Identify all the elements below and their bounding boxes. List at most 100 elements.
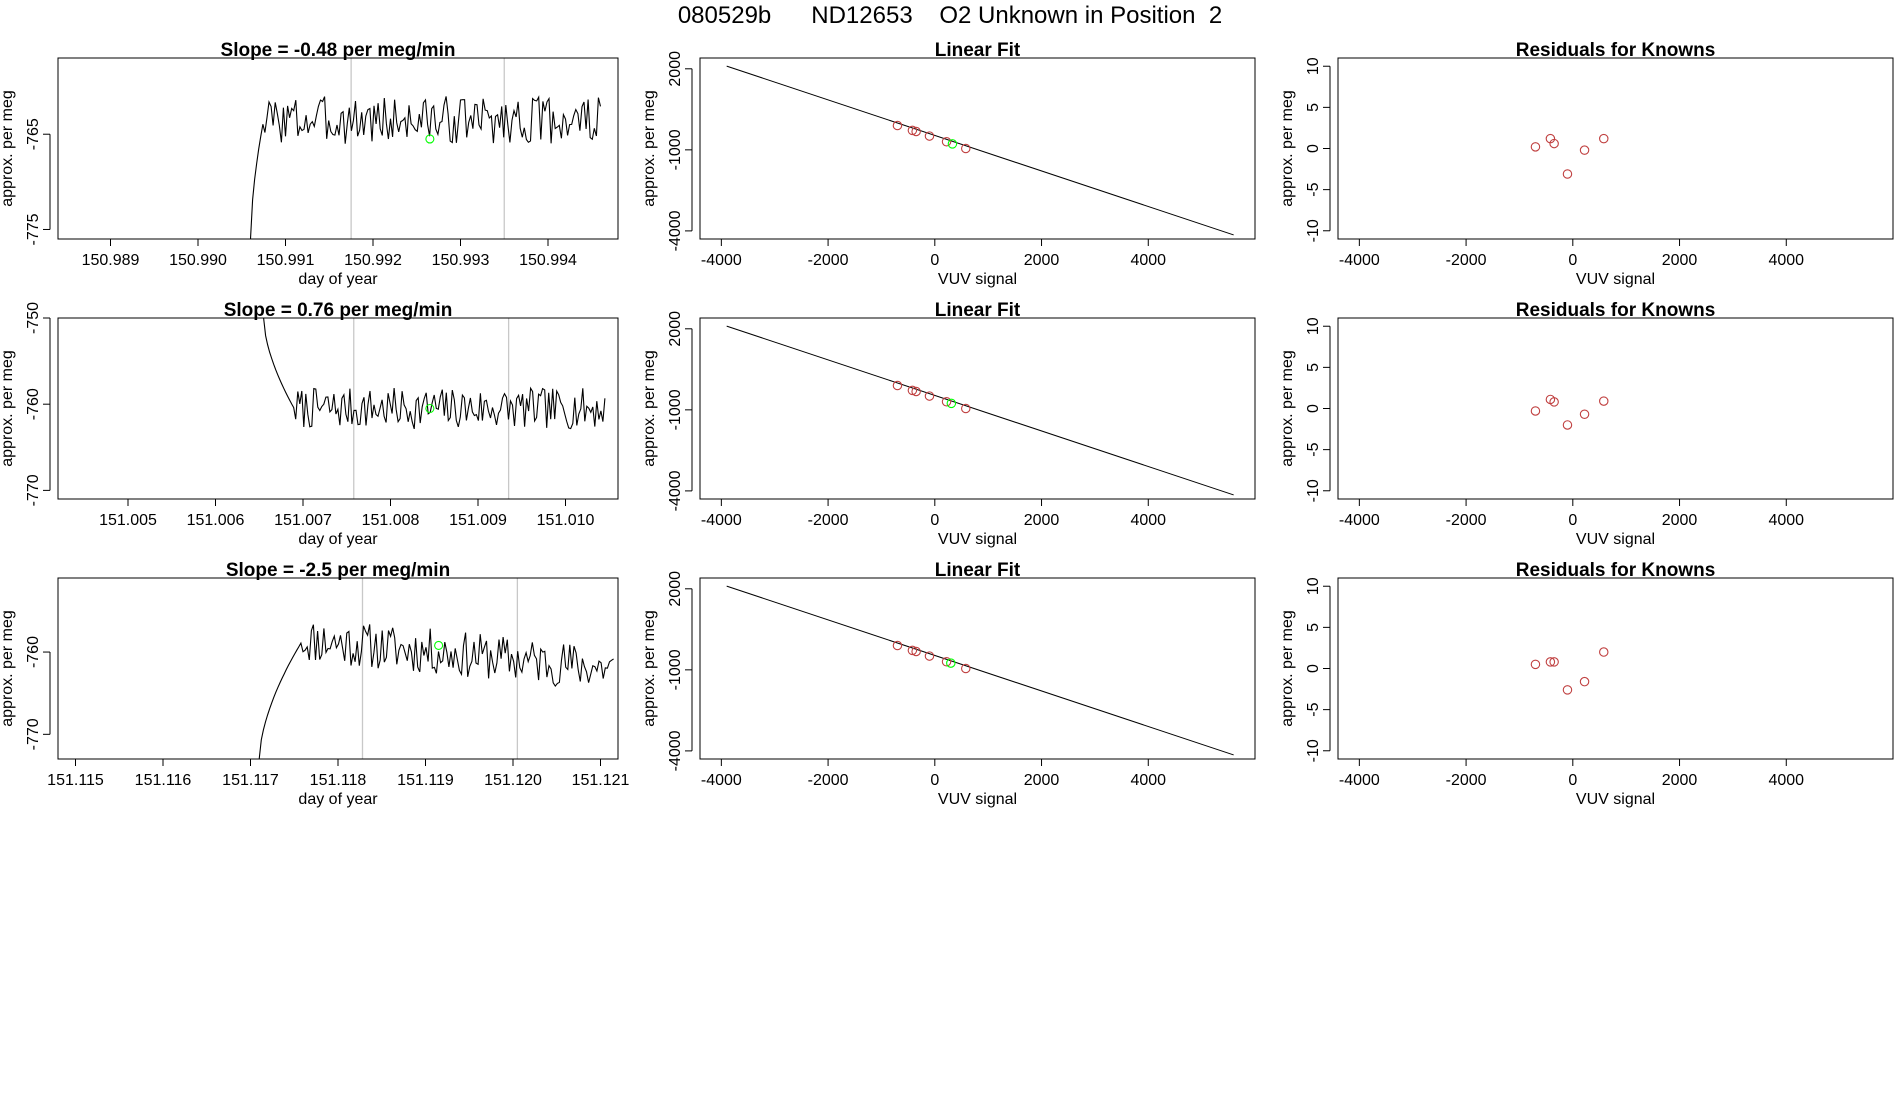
linear-fit-3-y-tick-label-1: -1000 [667, 649, 684, 690]
residuals-3-x-tick-label-0: -4000 [1339, 772, 1380, 789]
time-series-1-marker [425, 134, 435, 144]
linear-fit-1-y-tick-label-1: -1000 [667, 129, 684, 170]
residuals-1-x-tick-label-4: 4000 [1768, 252, 1804, 269]
time-series-1-x-tick-label-2: 150.991 [257, 252, 315, 269]
linear-fit-1-x-tick-label-1: -2000 [808, 252, 849, 269]
linear-fit-2-point-2 [911, 386, 921, 397]
time-series-3-x-tick-label-5: 151.120 [484, 772, 542, 789]
time-series-3-x-label: day of year [298, 791, 378, 808]
linear-fit-2-y-tick-label-1: -1000 [667, 389, 684, 430]
linear-fit-2-x-label: VUV signal [938, 531, 1017, 548]
residuals-1-x-tick-label-1: -2000 [1446, 252, 1487, 269]
linear-fit-2-point-3 [924, 391, 935, 401]
linear-fit-3-point-0 [892, 640, 903, 651]
linear-fit-1-point-5 [961, 143, 971, 154]
linear-fit-3-x-tick-label-1: -2000 [808, 772, 849, 789]
residuals-1-y-tick-label-2: 0 [1305, 144, 1322, 153]
linear-fit-1-point-0 [892, 120, 903, 131]
residuals-2-x-tick-label-2: 0 [1568, 512, 1577, 529]
linear-fit-3-point-4 [941, 656, 952, 667]
residuals-1-y-tick-label-0: 10 [1305, 57, 1322, 75]
time-series-2-y-tick-label-0: -750 [25, 302, 42, 334]
time-series-2-x-tick-label-2: 151.007 [274, 512, 332, 529]
linear-fit-2-point-1 [907, 385, 918, 396]
time-series-3-x-tick-label-0: 151.115 [47, 772, 104, 789]
residuals-3-x-tick-label-2: 0 [1568, 772, 1577, 789]
linear-fit-3-title: Linear Fit [935, 560, 1021, 581]
time-series-3-x-tick-label-3: 151.118 [310, 772, 367, 789]
residuals-2-title: Residuals for Knowns [1516, 300, 1716, 321]
linear-fit-3-x-tick-label-4: 4000 [1130, 772, 1166, 789]
residuals-1-point-5 [1599, 133, 1609, 144]
linear-fit-3-x-tick-label-0: -4000 [701, 772, 742, 789]
linear-fit-3-y-tick-label-0: 2000 [667, 571, 684, 607]
linear-fit-2-y-tick-label-2: -4000 [667, 470, 684, 511]
time-series-2-y-tick-label-1: -760 [25, 388, 42, 420]
linear-fit-2-x-tick-label-0: -4000 [701, 512, 742, 529]
residuals-2-point-0 [1530, 406, 1541, 416]
residuals-3-y-tick-label-3: -5 [1305, 702, 1322, 716]
linear-fit-1-point-3 [924, 131, 935, 141]
time-series-3-x-tick-label-4: 151.119 [397, 772, 454, 789]
residuals-2-point-3 [1562, 420, 1573, 430]
linear-fit-2-fit-line [726, 325, 1234, 496]
linear-fit-1-point-2 [911, 126, 921, 137]
time-series-1-x-tick-label-0: 150.989 [82, 252, 140, 269]
residuals-2-y-tick-label-1: 5 [1305, 363, 1322, 372]
linear-fit-2-y-tick-label-0: 2000 [667, 311, 684, 347]
residuals-2-x-tick-label-1: -2000 [1446, 512, 1487, 529]
time-series-2-y-label: approx. per meg [0, 350, 16, 467]
linear-fit-1-x-tick-label-4: 4000 [1130, 252, 1166, 269]
residuals-3-y-label: approx. per meg [1279, 610, 1296, 727]
time-series-2-x-tick-label-3: 151.008 [362, 512, 420, 529]
residuals-1-title: Residuals for Knowns [1516, 40, 1716, 61]
linear-fit-2-x-tick-label-2: 0 [930, 512, 939, 529]
time-series-1-x-tick-label-5: 150.994 [519, 252, 577, 269]
residuals-1-x-tick-label-3: 2000 [1662, 252, 1698, 269]
time-series-3-x-tick-label-1: 151.116 [135, 772, 192, 789]
linear-fit-2-point-6 [946, 398, 957, 409]
residuals-1-x-label: VUV signal [1576, 271, 1655, 288]
linear-fit-2-point-5 [961, 403, 971, 414]
time-series-1-trace-line [249, 95, 602, 240]
linear-fit-3-point-1 [907, 645, 918, 656]
time-series-2-x-label: day of year [298, 531, 378, 548]
residuals-1-point-3 [1562, 169, 1573, 179]
residuals-1-point-2 [1549, 138, 1559, 149]
time-series-1-x-tick-label-1: 150.990 [169, 252, 227, 269]
linear-fit-1-y-tick-label-2: -4000 [667, 210, 684, 251]
linear-fit-1-title: Linear Fit [935, 40, 1021, 61]
time-series-2-y-tick-label-2: -770 [25, 474, 42, 506]
time-series-1-x-label: day of year [298, 271, 378, 288]
residuals-2-y-tick-label-3: -5 [1305, 442, 1322, 456]
residuals-1-y-tick-label-3: -5 [1305, 182, 1322, 196]
time-series-3-y-tick-label-0: -760 [25, 636, 42, 668]
linear-fit-3-y-label: approx. per meg [641, 610, 658, 727]
linear-fit-2-x-tick-label-3: 2000 [1024, 512, 1060, 529]
residuals-3-x-tick-label-4: 4000 [1768, 772, 1804, 789]
figure-title: 080529b ND12653 O2 Unknown in Position 2 [677, 2, 1223, 29]
residuals-3-y-tick-label-4: -10 [1305, 739, 1322, 762]
residuals-2-point-5 [1599, 396, 1609, 406]
time-series-2-trace-line [263, 317, 606, 430]
linear-fit-2-point-0 [892, 380, 903, 391]
linear-fit-3-x-tick-label-3: 2000 [1024, 772, 1060, 789]
time-series-2-title: Slope = 0.76 per meg/min [224, 300, 453, 321]
residuals-1-y-tick-label-1: 5 [1305, 103, 1322, 112]
residuals-2-y-tick-label-2: 0 [1305, 404, 1322, 413]
residuals-2-x-tick-label-0: -4000 [1339, 512, 1380, 529]
time-series-3-y-tick-label-1: -770 [25, 718, 42, 750]
residuals-1-x-tick-label-2: 0 [1568, 252, 1577, 269]
residuals-2-x-tick-label-3: 2000 [1662, 512, 1698, 529]
linear-fit-2-y-label: approx. per meg [641, 350, 658, 467]
residuals-1-y-label: approx. per meg [1279, 90, 1296, 207]
residuals-1-x-tick-label-0: -4000 [1339, 252, 1380, 269]
time-series-3-frame [57, 577, 619, 760]
residuals-3-title: Residuals for Knowns [1516, 560, 1716, 581]
time-series-2-x-tick-label-0: 151.005 [99, 512, 157, 529]
residuals-3-y-tick-label-2: 0 [1305, 664, 1322, 673]
linear-fit-1-point-6 [947, 139, 958, 149]
residuals-1-point-0 [1530, 142, 1541, 152]
residuals-1-point-4 [1579, 145, 1590, 155]
